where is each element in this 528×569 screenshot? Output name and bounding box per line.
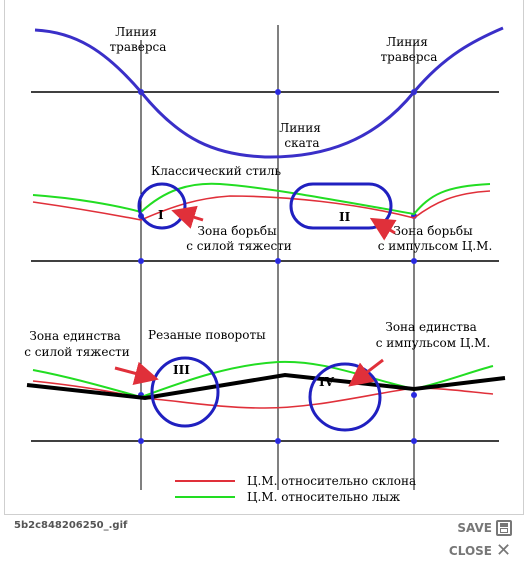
close-button[interactable]: CLOSE ✕ bbox=[448, 540, 512, 561]
gravity-struggle-label: Зона борьбы с силой тяжести bbox=[186, 224, 292, 253]
image-frame: Линия траверса Линия траверса Линия скат… bbox=[4, 0, 524, 515]
legend-red-label: Ц.М. относительно склона bbox=[247, 474, 416, 488]
zone-iv-outline bbox=[308, 362, 382, 432]
zone-i-label: I bbox=[158, 208, 164, 222]
classic-style-label: Классический стиль bbox=[151, 164, 282, 178]
arrow-impulse-struggle bbox=[369, 217, 397, 241]
traverse-left-label: Линия траверса bbox=[110, 25, 167, 54]
classic-red-curve bbox=[32, 190, 491, 221]
close-icon: ✕ bbox=[496, 540, 512, 561]
zone-ii-outline bbox=[289, 182, 393, 230]
gravity-unity-label: Зона единства с силой тяжести bbox=[24, 329, 130, 359]
carved-green-curve bbox=[32, 360, 494, 399]
file-name: 5b2c848206250_.gif bbox=[14, 520, 128, 531]
classic-green-curve bbox=[32, 182, 491, 216]
save-label: SAVE bbox=[457, 521, 492, 535]
skate-line-label: Линия ската bbox=[279, 121, 324, 150]
legend-green-label: Ц.М. относительно лыж bbox=[247, 490, 400, 504]
arrow-impulse-unity bbox=[348, 358, 384, 387]
carved-black-line bbox=[26, 372, 506, 401]
arrow-gravity-unity bbox=[114, 361, 159, 386]
carved-turns-label: Резаные повороты bbox=[148, 328, 266, 342]
zone-iv-label: IV bbox=[319, 375, 335, 389]
ski-turn-diagram: Линия траверса Линия траверса Линия скат… bbox=[24, 25, 506, 504]
traverse-right-label: Линия траверса bbox=[381, 35, 438, 64]
zone-iii-label: III bbox=[173, 363, 190, 377]
impulse-unity-label: Зона единства с импульсом Ц.М. bbox=[376, 320, 491, 350]
zone-iii-outline bbox=[150, 356, 220, 428]
zone-ii-label: II bbox=[339, 210, 351, 224]
impulse-struggle-label: Зона борьбы с импульсом Ц.М. bbox=[378, 224, 493, 253]
trajectory-curve bbox=[34, 26, 504, 159]
arrow-gravity-struggle bbox=[171, 205, 204, 229]
save-button[interactable]: SAVE bbox=[457, 520, 512, 536]
close-label: CLOSE bbox=[448, 544, 492, 558]
floppy-disk-icon bbox=[496, 520, 512, 536]
